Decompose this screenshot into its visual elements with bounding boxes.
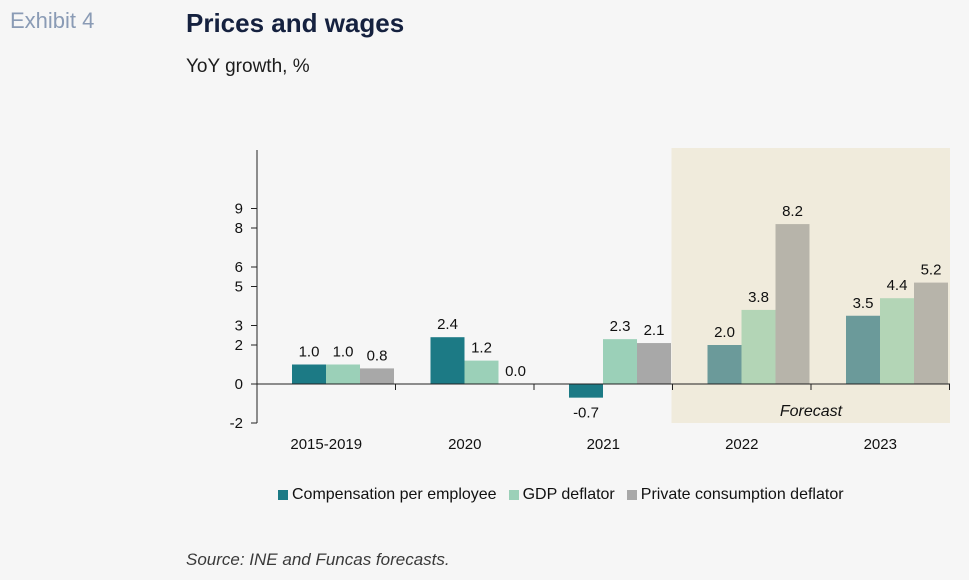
data-label: 3.8 — [748, 289, 769, 306]
x-category-label: 2015-2019 — [290, 436, 362, 453]
data-label: 4.4 — [887, 277, 908, 294]
bar-gdp-deflator — [464, 360, 499, 384]
x-category-label: 2023 — [864, 436, 897, 453]
data-label: 0.8 — [367, 347, 388, 364]
legend-label-compensation: Compensation per employee — [292, 486, 497, 503]
legend-item-private: Private consumption deflator — [626, 486, 844, 504]
x-category-label: 2022 — [725, 436, 758, 453]
data-label: 5.2 — [921, 262, 942, 279]
data-label: 2.4 — [437, 316, 458, 333]
y-tick-label: 2 — [235, 337, 243, 354]
legend-swatch-gdp — [508, 490, 519, 500]
bar-gdp-deflator — [741, 309, 776, 384]
data-label: 8.2 — [782, 203, 803, 220]
data-label: 1.2 — [471, 340, 492, 357]
bar-private-consumption-deflator — [775, 224, 810, 384]
exhibit-label: Exhibit 4 — [10, 8, 95, 33]
y-tick-label: 6 — [235, 259, 243, 276]
data-label: 2.3 — [610, 318, 631, 335]
data-label: 1.0 — [333, 344, 354, 361]
data-label: 2.1 — [644, 322, 665, 339]
bar-gdp-deflator — [880, 298, 914, 384]
legend-swatch-private — [626, 490, 637, 500]
source-note: Source: INE and Funcas forecasts. — [186, 550, 450, 569]
chart-title: Prices and wages — [186, 8, 405, 38]
bar-compensation-per-employee — [846, 315, 880, 384]
legend-swatch-compensation — [278, 490, 288, 500]
bar-private-consumption-deflator — [360, 368, 394, 384]
legend-item-gdp: GDP deflator — [508, 486, 615, 504]
bar-compensation-per-employee — [430, 337, 465, 384]
chart-legend: Compensation per employee GDP deflator P… — [278, 486, 856, 504]
bar-chart: Forecast -2 0 2 3 5 6 8 9 1.0 1.0 0.8 2015-2019 2.4 1.… — [230, 148, 950, 453]
y-tick-label: 9 — [235, 201, 243, 218]
data-label: -0.7 — [573, 405, 599, 422]
x-category-label: 2021 — [587, 436, 620, 453]
y-tick-label: 5 — [235, 279, 243, 296]
data-label: 3.5 — [853, 295, 874, 312]
bar-compensation-per-employee — [569, 384, 603, 398]
data-label: 2.0 — [714, 324, 735, 341]
bar-gdp-deflator — [603, 339, 637, 384]
y-tick-label: 8 — [235, 220, 243, 237]
bar-private-consumption-deflator — [637, 343, 671, 384]
legend-label-private: Private consumption deflator — [640, 486, 844, 503]
x-category-label: 2020 — [448, 436, 481, 453]
bar-compensation-per-employee — [707, 345, 742, 384]
bar-private-consumption-deflator — [914, 282, 948, 384]
forecast-label: Forecast — [780, 403, 843, 420]
legend-item-compensation: Compensation per employee — [278, 486, 497, 504]
y-tick-label: -2 — [230, 415, 243, 432]
bar-compensation-per-employee — [292, 364, 326, 384]
chart-subtitle: YoY growth, % — [186, 56, 310, 77]
bar-gdp-deflator — [326, 364, 360, 384]
data-label: 0.0 — [505, 363, 526, 380]
y-tick-label: 3 — [235, 318, 243, 335]
y-tick-label: 0 — [235, 376, 243, 393]
legend-label-gdp: GDP deflator — [522, 486, 615, 503]
data-label: 1.0 — [299, 344, 320, 361]
